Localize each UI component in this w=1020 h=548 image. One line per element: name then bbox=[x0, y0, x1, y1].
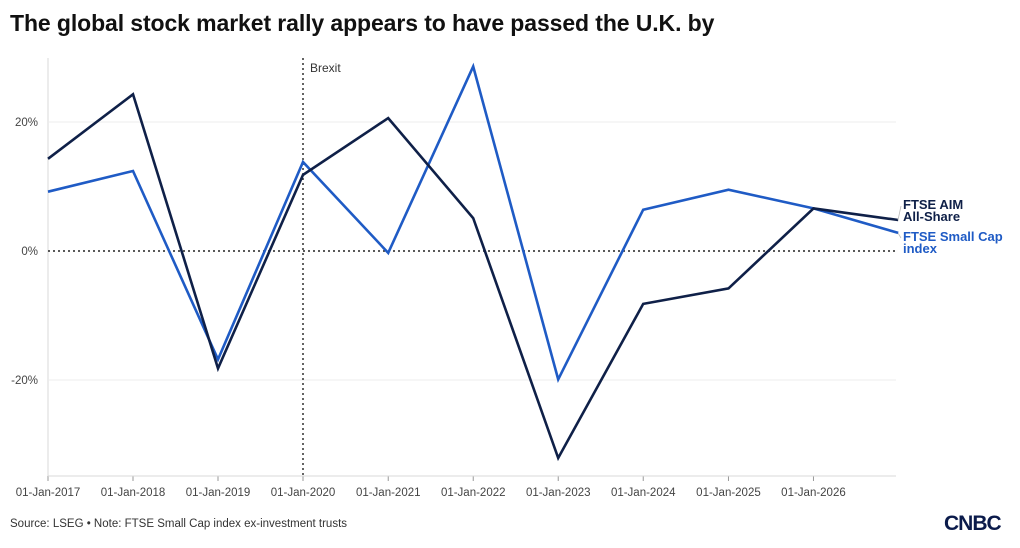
x-tick-label: 01-Jan-2020 bbox=[271, 487, 336, 499]
x-tick-label: 01-Jan-2019 bbox=[186, 487, 251, 499]
series-label-connector bbox=[897, 232, 902, 239]
brexit-annotation-label: Brexit bbox=[310, 61, 341, 75]
series-line-ftse-small-cap bbox=[47, 62, 899, 384]
x-tick-label: 01-Jan-2023 bbox=[526, 487, 591, 499]
series-end-label: index bbox=[903, 241, 938, 256]
y-tick-label: 0% bbox=[21, 246, 38, 258]
chart-title: The global stock market rally appears to… bbox=[10, 10, 715, 36]
x-tick-label: 01-Jan-2025 bbox=[696, 487, 761, 499]
series-line-ftse-aim-all-share bbox=[47, 92, 899, 462]
x-tick-label: 01-Jan-2018 bbox=[101, 487, 166, 499]
series-end-label: FTSE AIM bbox=[903, 197, 963, 212]
x-tick-label: 01-Jan-2017 bbox=[16, 487, 81, 499]
source-note: Source: LSEG • Note: FTSE Small Cap inde… bbox=[10, 518, 348, 530]
x-tick-label: 01-Jan-2024 bbox=[611, 487, 676, 499]
series-label-connector bbox=[897, 205, 902, 221]
x-tick-label: 01-Jan-2022 bbox=[441, 487, 506, 499]
cnbc-logo: CNBC bbox=[944, 512, 1002, 535]
series-end-label: FTSE Small Cap bbox=[903, 229, 1003, 244]
x-tick-label: 01-Jan-2021 bbox=[356, 487, 421, 499]
x-tick-label: 01-Jan-2026 bbox=[781, 487, 846, 499]
y-tick-label: 20% bbox=[15, 117, 38, 129]
series-end-label: All-Share bbox=[903, 209, 960, 224]
y-tick-label: -20% bbox=[11, 375, 38, 387]
